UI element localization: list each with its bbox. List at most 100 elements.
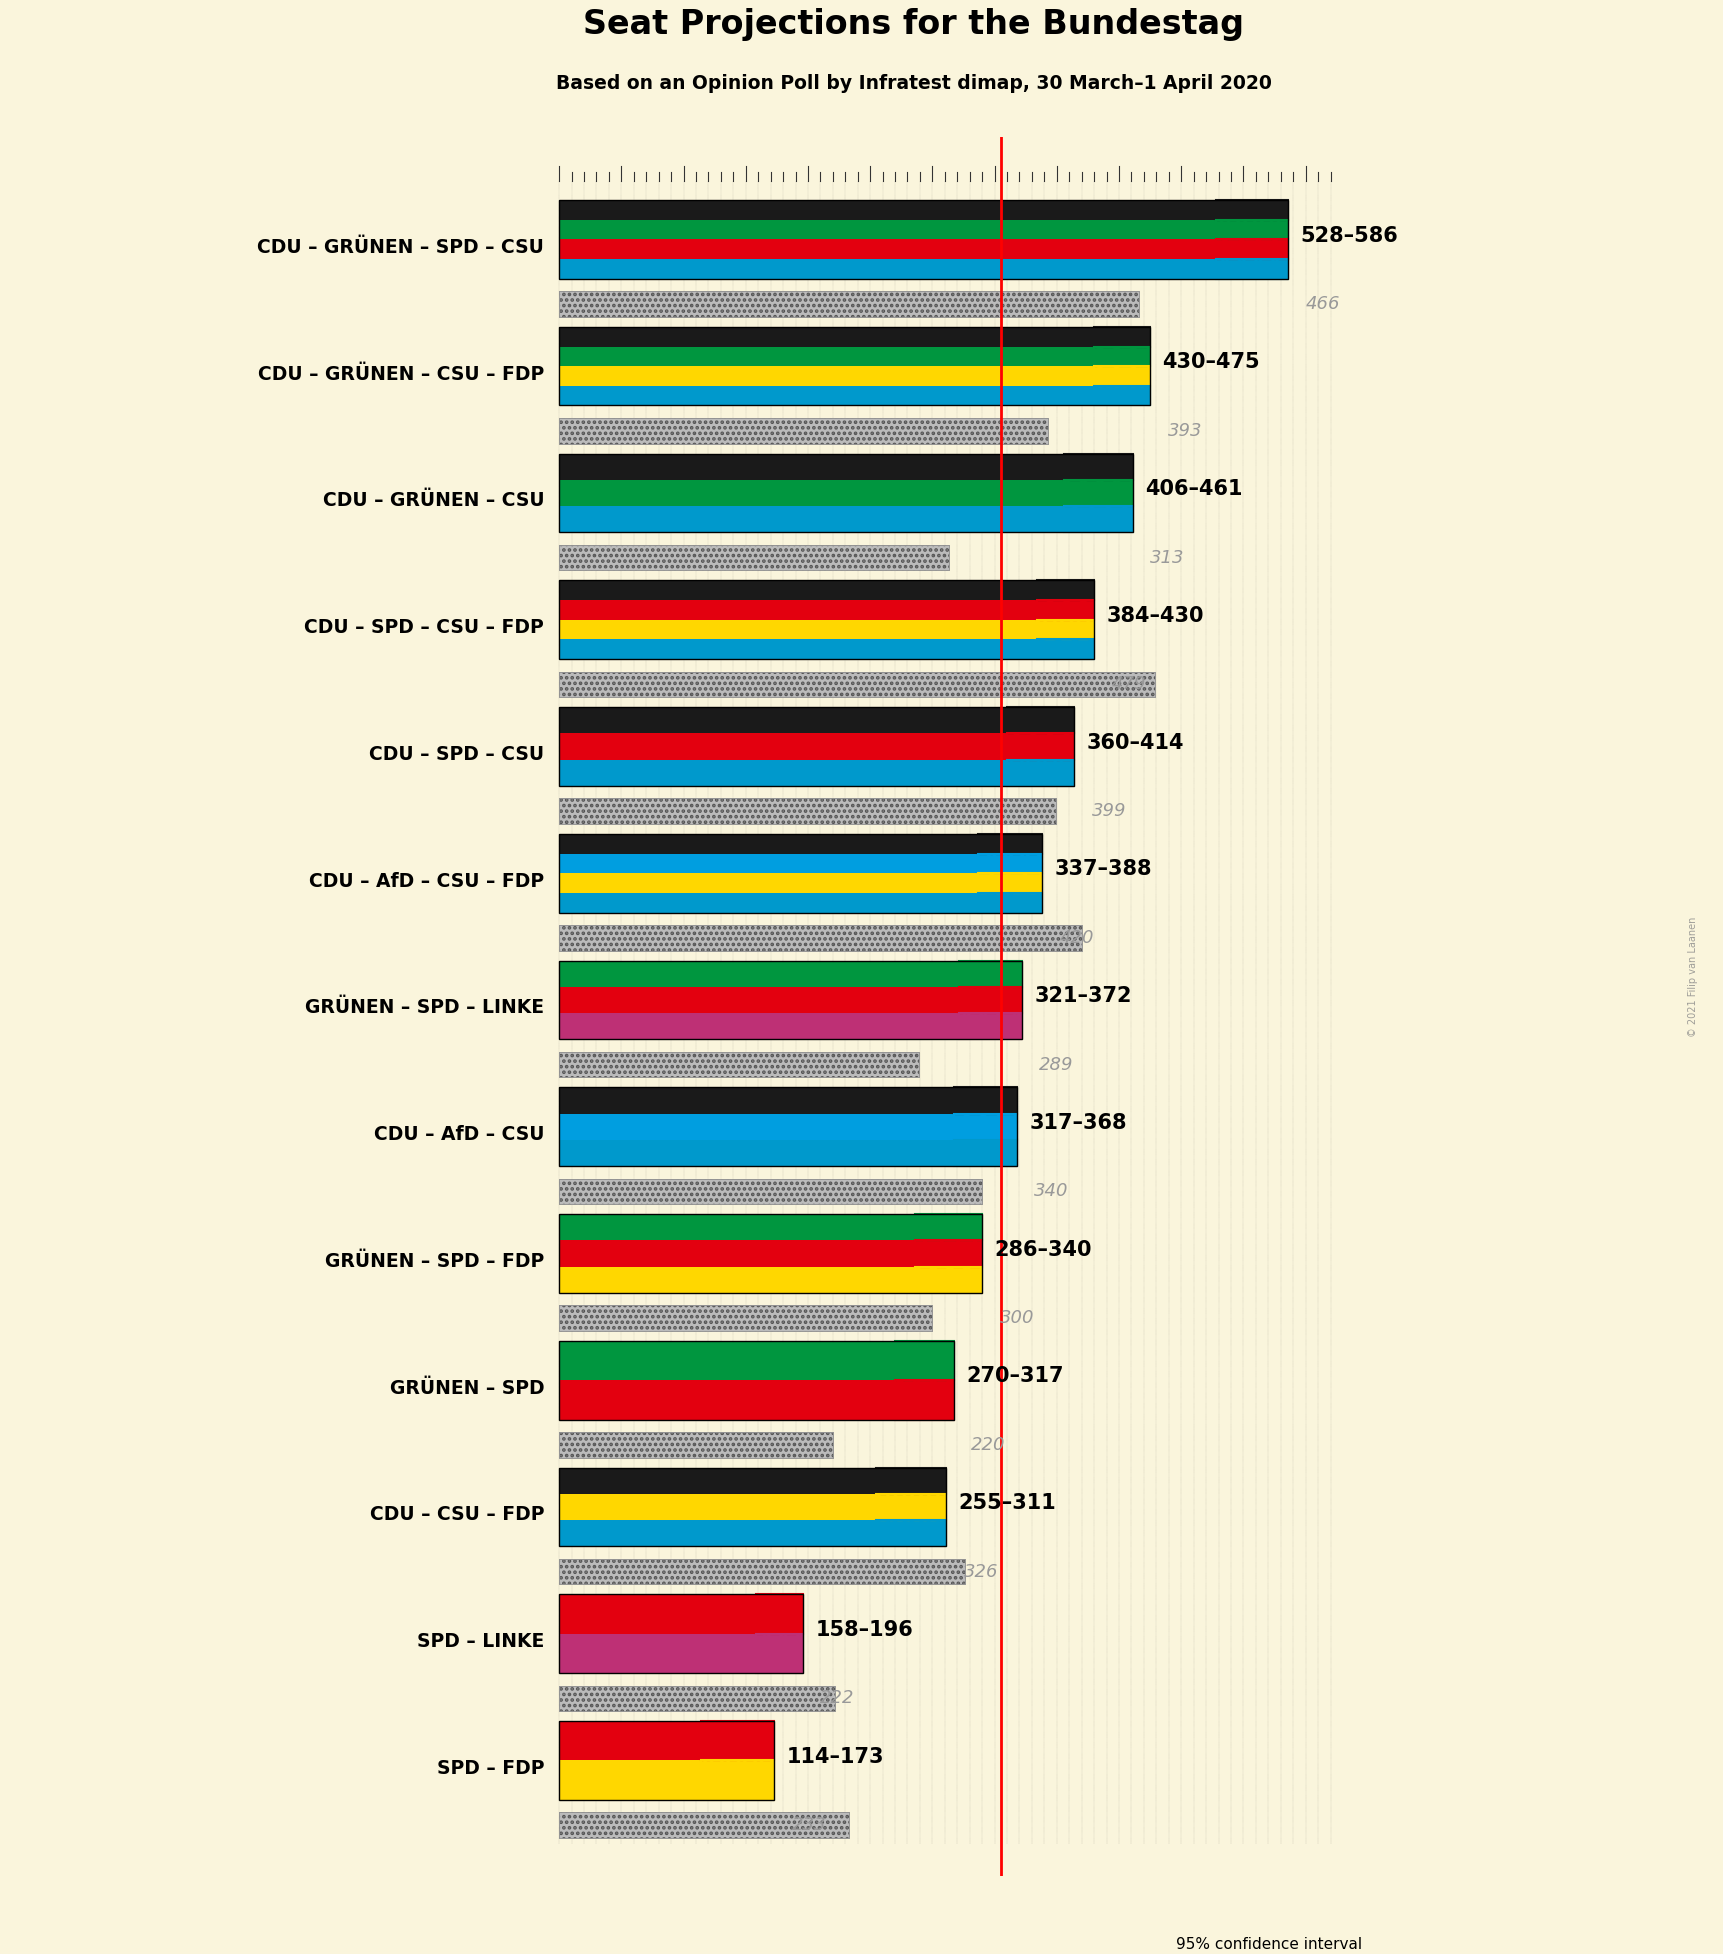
- Bar: [558, 1432, 832, 1458]
- Text: Seat Projections for the Bundestag: Seat Projections for the Bundestag: [582, 8, 1244, 41]
- Bar: [979, 893, 1041, 913]
- Bar: [1215, 219, 1287, 240]
- Text: 233: 233: [791, 1815, 825, 1835]
- Bar: [1094, 346, 1149, 365]
- Bar: [1094, 365, 1149, 385]
- Bar: [701, 1761, 774, 1800]
- Bar: [558, 1012, 958, 1040]
- Text: 360–414: 360–414: [1085, 733, 1184, 752]
- Bar: [558, 326, 1149, 406]
- Bar: [558, 1721, 701, 1761]
- Text: GRÜNEN – SPD – FDP: GRÜNEN – SPD – FDP: [324, 1253, 544, 1270]
- Bar: [979, 834, 1041, 854]
- Bar: [558, 672, 1154, 698]
- Bar: [558, 707, 1073, 786]
- Text: GRÜNEN – SPD – LINKE: GRÜNEN – SPD – LINKE: [305, 998, 544, 1018]
- Bar: [979, 854, 1041, 873]
- Bar: [875, 1520, 946, 1546]
- Bar: [558, 834, 1041, 913]
- Text: CDU – CSU – FDP: CDU – CSU – FDP: [369, 1505, 544, 1524]
- Bar: [558, 219, 1215, 240]
- Bar: [558, 961, 1022, 1040]
- Bar: [558, 199, 1287, 279]
- Text: CDU – AfD – CSU – FDP: CDU – AfD – CSU – FDP: [308, 871, 544, 891]
- Bar: [558, 365, 1094, 385]
- Bar: [1006, 733, 1073, 760]
- Text: 95% confidence interval
with median: 95% confidence interval with median: [1175, 1936, 1361, 1954]
- Bar: [755, 1594, 803, 1634]
- Bar: [1036, 600, 1094, 619]
- Bar: [915, 1266, 982, 1294]
- Bar: [894, 1380, 953, 1419]
- Bar: [1036, 619, 1094, 639]
- Bar: [1118, 1934, 1168, 1954]
- Bar: [558, 1594, 755, 1634]
- Bar: [958, 987, 1022, 1012]
- Bar: [1006, 707, 1073, 733]
- Bar: [558, 453, 1063, 481]
- Bar: [875, 1467, 946, 1495]
- Bar: [558, 545, 948, 571]
- Bar: [558, 418, 1048, 444]
- Text: 270–317: 270–317: [965, 1366, 1063, 1387]
- Bar: [558, 326, 1094, 346]
- Bar: [558, 1813, 848, 1839]
- Text: 289: 289: [1039, 1055, 1073, 1073]
- Bar: [558, 580, 1094, 658]
- Bar: [558, 1305, 932, 1331]
- Text: SPD – FDP: SPD – FDP: [436, 1759, 544, 1778]
- Bar: [979, 854, 1041, 873]
- Bar: [558, 1467, 875, 1495]
- Bar: [1215, 240, 1287, 260]
- Text: CDU – GRÜNEN – SPD – CSU: CDU – GRÜNEN – SPD – CSU: [257, 238, 544, 256]
- Bar: [1063, 506, 1132, 531]
- Bar: [1063, 481, 1132, 506]
- Bar: [701, 1721, 774, 1761]
- Bar: [558, 1088, 1017, 1167]
- Bar: [558, 1634, 755, 1673]
- Bar: [1006, 733, 1073, 760]
- Bar: [979, 873, 1041, 893]
- Bar: [558, 1467, 946, 1546]
- Bar: [915, 1213, 982, 1241]
- Text: 313: 313: [1149, 549, 1184, 567]
- Bar: [1036, 639, 1094, 658]
- Bar: [701, 1721, 774, 1761]
- Bar: [558, 924, 1080, 950]
- Bar: [915, 1241, 982, 1266]
- Bar: [558, 291, 1139, 317]
- Text: 300: 300: [999, 1309, 1034, 1327]
- Bar: [558, 453, 1132, 531]
- Bar: [953, 1114, 1017, 1139]
- Bar: [558, 1761, 701, 1800]
- Bar: [558, 1051, 918, 1077]
- Bar: [558, 1213, 982, 1294]
- Text: 430–475: 430–475: [1161, 352, 1260, 373]
- Bar: [558, 1594, 803, 1673]
- Bar: [558, 1139, 953, 1167]
- Bar: [1036, 600, 1094, 619]
- Bar: [558, 1495, 875, 1520]
- Bar: [1215, 260, 1287, 279]
- Text: 220: 220: [970, 1436, 1005, 1454]
- Bar: [558, 481, 1063, 506]
- Bar: [558, 1686, 836, 1712]
- Bar: [558, 1213, 915, 1241]
- Bar: [1063, 453, 1132, 481]
- Text: 384–430: 384–430: [1106, 606, 1203, 625]
- Bar: [701, 1761, 774, 1800]
- Bar: [1036, 580, 1094, 600]
- Bar: [558, 733, 1006, 760]
- Text: CDU – SPD – CSU: CDU – SPD – CSU: [369, 744, 544, 764]
- Bar: [1036, 580, 1094, 600]
- Text: CDU – SPD – CSU – FDP: CDU – SPD – CSU – FDP: [305, 617, 544, 637]
- Text: 406–461: 406–461: [1144, 479, 1242, 498]
- Bar: [1094, 326, 1149, 346]
- Bar: [953, 1139, 1017, 1167]
- Bar: [558, 418, 1048, 444]
- Text: 399: 399: [1091, 801, 1125, 821]
- Text: 222: 222: [820, 1690, 855, 1708]
- Bar: [558, 260, 1215, 279]
- Bar: [558, 1340, 894, 1380]
- Bar: [558, 1178, 982, 1204]
